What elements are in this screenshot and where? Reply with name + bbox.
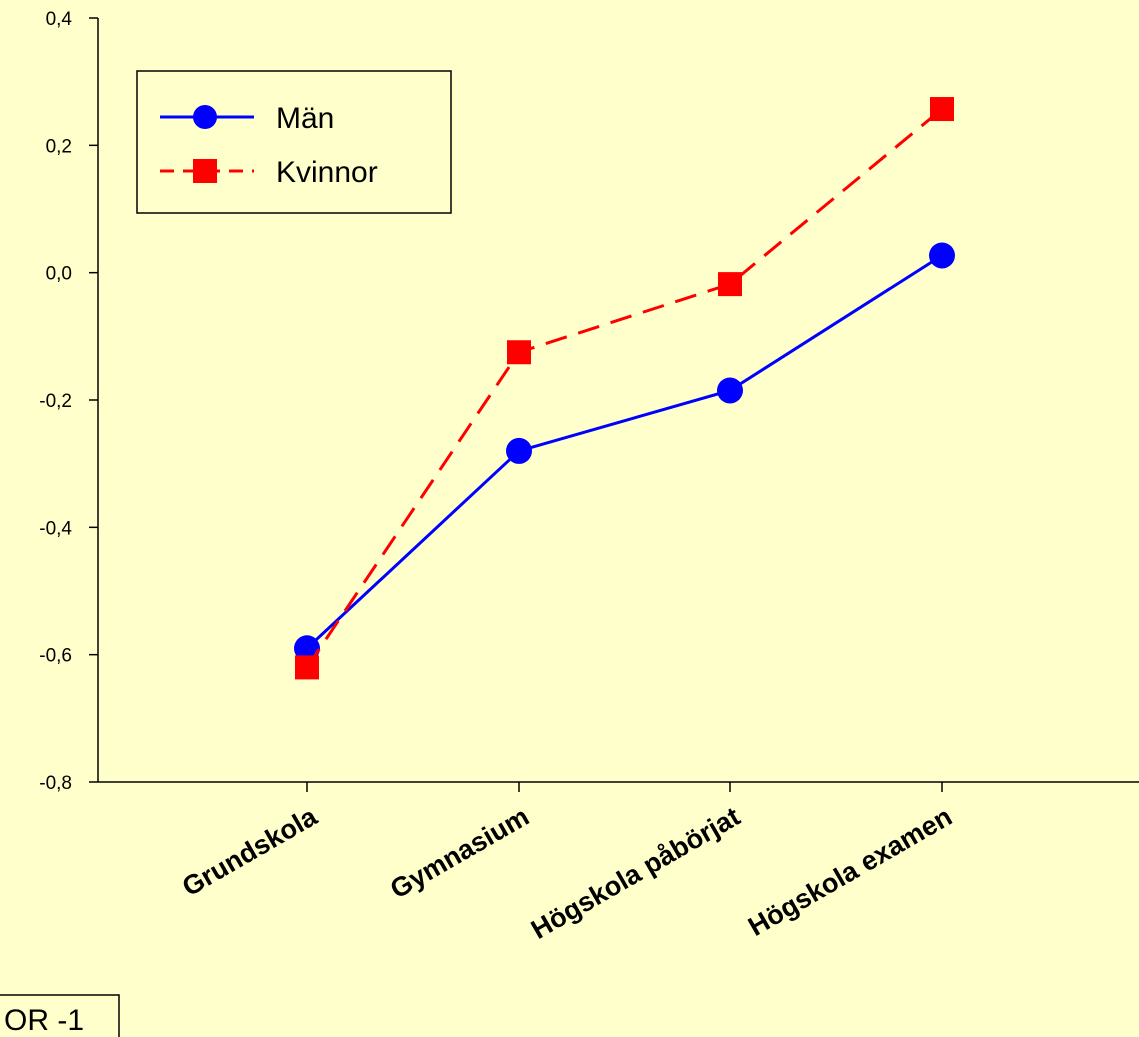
y-tick-label: 0,2 xyxy=(46,136,72,157)
corner-tag-text: OR -1 xyxy=(4,1004,84,1037)
series-line-kvinnor xyxy=(305,107,943,669)
data-point-man xyxy=(294,635,320,662)
legend: Män Kvinnor xyxy=(136,70,452,214)
y-tick-label: -0,4 xyxy=(39,518,72,539)
y-tick-label: -0,2 xyxy=(39,391,72,412)
legend-marker-kvinnor xyxy=(193,159,217,183)
data-point-man xyxy=(506,437,532,464)
y-tick-label: -0,8 xyxy=(39,773,72,794)
legend-box xyxy=(136,70,452,214)
data-point-kvinnor xyxy=(930,97,954,122)
corner-tag-box xyxy=(0,994,120,1037)
y-tick-label: -0,6 xyxy=(39,646,72,667)
y-axis: -0,8 -0,6 -0,4 -0,2 0,0 0,2 0,4 xyxy=(39,9,99,794)
y-tick-label: 0,4 xyxy=(46,9,73,30)
data-point-kvinnor xyxy=(718,272,742,297)
data-point-man xyxy=(929,242,955,269)
data-point-kvinnor xyxy=(507,340,531,365)
series-layer xyxy=(294,97,955,680)
corner-tag: OR -1 xyxy=(0,994,120,1037)
legend-label-kvinnor: Kvinnor xyxy=(276,156,378,189)
data-point-man xyxy=(717,377,743,404)
legend-label-man: Män xyxy=(276,102,334,135)
data-point-kvinnor xyxy=(295,655,319,680)
legend-marker-man xyxy=(193,105,217,129)
series-line-man xyxy=(305,254,943,650)
y-tick-label: 0,0 xyxy=(46,264,72,285)
